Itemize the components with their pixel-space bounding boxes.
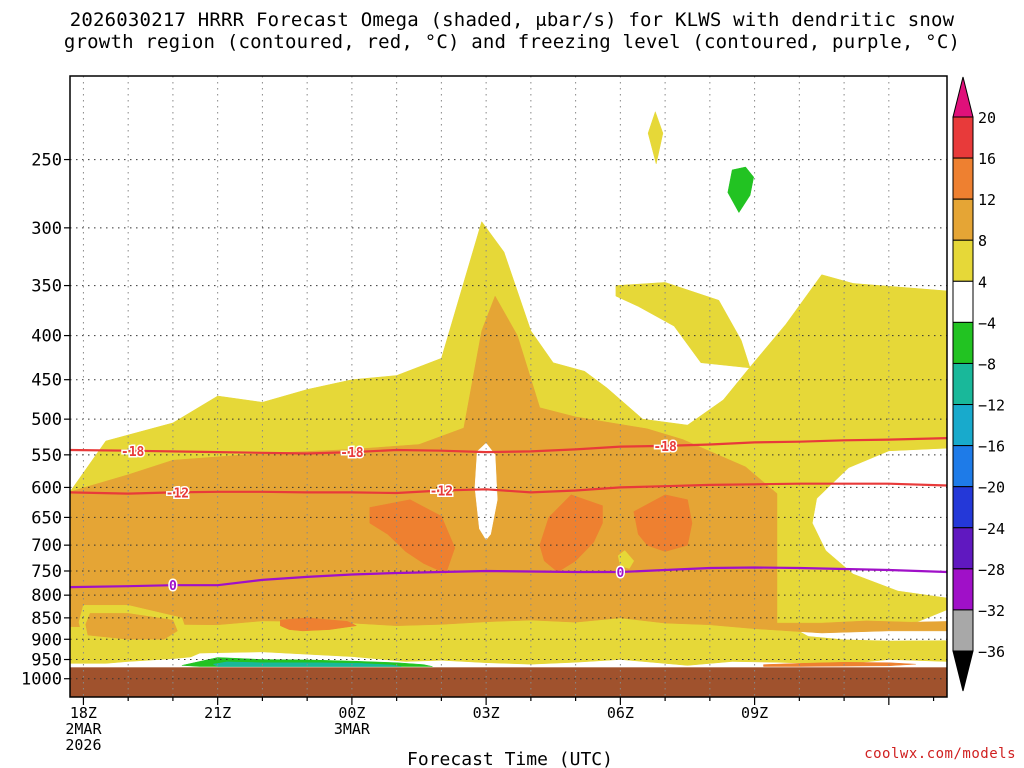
x-tick-label-12-0: 06Z [607, 704, 634, 722]
omega-region-7 [85, 613, 178, 640]
y-tick-label-750: 750 [31, 562, 62, 582]
colorbar-bin-4 [952, 280, 974, 323]
x-tick-label-0-0: 18Z [70, 704, 97, 722]
omega-region-17 [727, 166, 754, 214]
contour-label-2-0: 0 [169, 579, 177, 594]
y-tick-label-400: 400 [31, 327, 62, 347]
colorbar-tick-label-8: −16 [978, 438, 1005, 456]
contour-label-2-1: 0 [616, 566, 624, 581]
omega-shading [70, 110, 947, 667]
x-tick-label-6-1: 3MAR [334, 720, 371, 738]
y-tick-label-300: 300 [31, 219, 62, 239]
colorbar-bin-12 [952, 609, 974, 652]
x-axis-label: Forecast Time (UTC) [407, 749, 613, 768]
y-tick-label-450: 450 [31, 371, 62, 391]
omega-region-2 [647, 110, 664, 165]
colorbar-bin-8 [952, 445, 974, 488]
y-tick-label-1000: 1000 [21, 670, 62, 690]
colorbar-tick-label-11: −28 [978, 561, 1005, 579]
colorbar-tick-label-4: 4 [978, 273, 987, 291]
colorbar-tick-label-13: −36 [978, 643, 1005, 661]
ground-layer [70, 667, 947, 697]
colorbar-bin-9 [952, 486, 974, 529]
omega-region-18 [763, 662, 916, 667]
colorbar-bin-1 [952, 157, 974, 200]
colorbar-tick-label-9: −20 [978, 479, 1005, 497]
colorbar-top-arrow [952, 76, 974, 118]
colorbar-tick-label-6: −8 [978, 355, 996, 373]
contour-label-1-0: -12 [166, 486, 189, 501]
colorbar-tick-label-7: −12 [978, 397, 1005, 415]
colorbar-tick-label-1: 16 [978, 150, 996, 168]
x-tick-label-6-0: 00Z [338, 704, 365, 722]
temperature-contours: -18 -18 -18 -12 -12 0 0 [70, 437, 947, 596]
y-tick-label-600: 600 [31, 478, 62, 498]
x-tick-label-0-1: 2MAR [65, 720, 102, 738]
pressure-axis: 2503003504004505005506006507007508008509… [21, 151, 70, 690]
colorbar-tick-label-2: 12 [978, 191, 996, 209]
omega-region-1 [615, 282, 751, 369]
frame-rect [69, 75, 948, 698]
x-tick-label-15-0: 09Z [741, 704, 768, 722]
x-tick-label-3-0: 21Z [204, 704, 231, 722]
omega-region-12 [617, 550, 635, 569]
y-tick-label-700: 700 [31, 536, 62, 556]
colorbar-bin-5 [952, 321, 974, 364]
y-tick-label-550: 550 [31, 446, 62, 466]
contour-line-1 [70, 482, 947, 495]
omega-region-11 [280, 617, 358, 632]
contour-label-0-0: -18 [121, 445, 145, 460]
chart-title-line-2: growth region (contoured, red, °C) and f… [63, 31, 961, 53]
colorbar-bin-10 [952, 527, 974, 570]
colorbar-bottom-arrow [952, 650, 974, 692]
colorbar-bin-11 [952, 568, 974, 611]
colorbar-bin-7 [952, 404, 974, 447]
colorbar-tick-label-12: −32 [978, 602, 1005, 620]
plot-frame [69, 75, 948, 698]
color-scale-bar: 20 16 12 8 4 −4 −8 −12 −16 −20 −24 −28 −32 −36 [952, 76, 1005, 692]
y-tick-label-350: 350 [31, 277, 62, 297]
contour-line-2 [70, 566, 947, 589]
omega-region-3 [812, 448, 947, 598]
contour-label-0-1: -18 [340, 446, 364, 461]
colorbar-tick-label-5: −4 [978, 314, 996, 332]
colorbar-tick-label-10: −24 [978, 520, 1005, 538]
contour-label-0-2: -18 [653, 440, 677, 455]
y-tick-label-250: 250 [31, 151, 62, 171]
y-tick-label-800: 800 [31, 586, 62, 606]
credit-link[interactable]: coolwx.com/models [864, 746, 1016, 762]
x-tick-label-9-0: 03Z [473, 704, 500, 722]
contour-label-1-1: -12 [430, 485, 453, 500]
colorbar-tick-label-0: 20 [978, 109, 996, 127]
ground-fill [70, 667, 947, 697]
colorbar-bin-0 [952, 116, 974, 159]
y-tick-label-500: 500 [31, 410, 62, 430]
colorbar-bin-6 [952, 362, 974, 406]
omega-region-8 [369, 499, 456, 574]
colorbar-bin-3 [952, 239, 974, 282]
contour-line-0 [70, 437, 947, 455]
x-tick-label-0-2: 2026 [65, 736, 101, 754]
y-tick-label-950: 950 [31, 651, 62, 671]
omega-region-9 [539, 494, 603, 573]
y-tick-label-900: 900 [31, 630, 62, 650]
chart-title-line-1: 2026030217 HRRR Forecast Omega (shaded, … [69, 9, 955, 31]
grid-lines [70, 76, 947, 697]
colorbar-tick-label-3: 8 [978, 232, 987, 250]
colorbar-bin-2 [952, 198, 974, 241]
y-tick-label-850: 850 [31, 609, 62, 629]
y-tick-label-650: 650 [31, 508, 62, 528]
omega-region-10 [633, 494, 693, 552]
